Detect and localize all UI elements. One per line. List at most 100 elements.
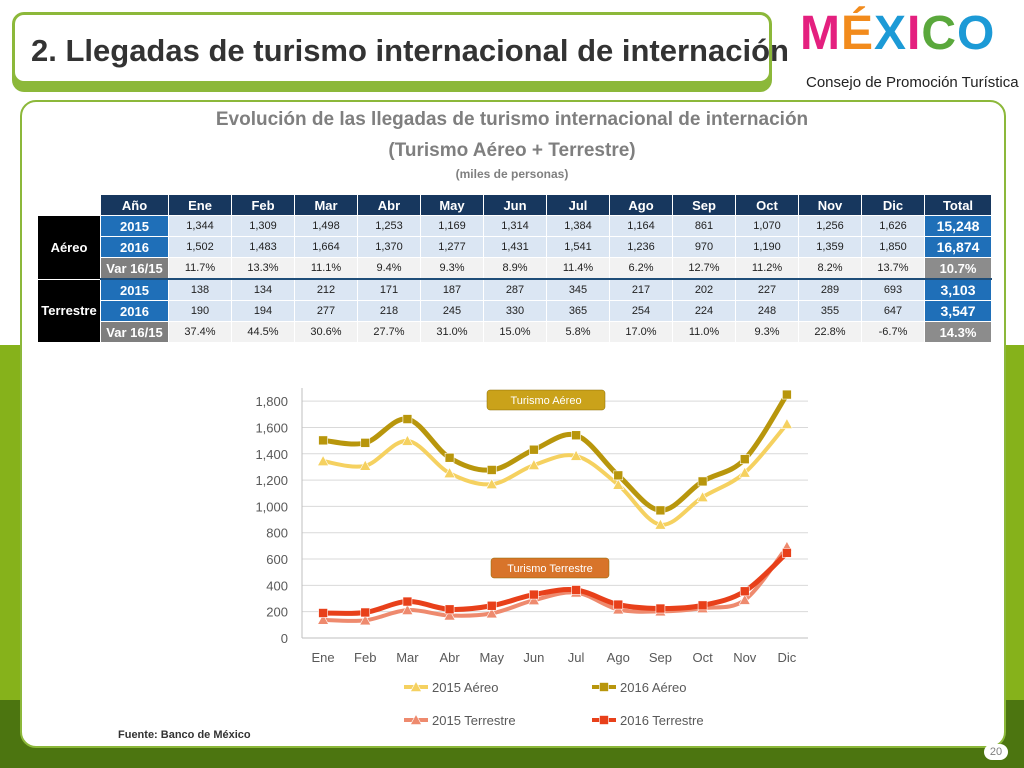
page-number: 20 [984,744,1008,760]
table-cell: 224 [672,300,736,322]
annotation-aereo: Turismo Aéreo [510,395,581,407]
table-body: Aéreo 2015 1,344 1,309 1,498 1,253 1,169 1,314 1… [37,215,992,343]
table-cell: 1,431 [483,236,547,258]
table-header-cell: Ene [168,194,232,216]
data-point [739,586,750,597]
data-point [529,444,539,455]
annotation-terrestre: Turismo Terrestre [507,563,593,575]
table-cell: 31.0% [420,321,484,343]
data-point [571,430,581,441]
table-header-cell: Mar [294,194,358,216]
table-cell: 1,502 [168,236,232,258]
series-line [320,392,790,513]
y-tick-label: 200 [266,605,288,620]
data-point [486,465,497,475]
row-label: 2015 [100,278,169,301]
table-row: Var 16/15 37.4% 44.5% 30.6% 27.7% 31.0% 15.0% 5… [38,321,992,343]
table-cell: 1,626 [861,215,925,237]
y-tick-label: 1,000 [255,499,288,514]
table-cell: 11.0% [672,321,736,343]
row-label: 2016 [100,236,169,258]
table-cell: 30.6% [294,321,358,343]
total-cell: 14.3% [924,321,992,343]
table-cell: 1,483 [231,236,295,258]
table-cell: 5.8% [546,321,610,343]
slide-title-box: 2. Llegadas de turismo internacional de … [12,12,789,84]
table-header-cell: Ago [609,194,673,216]
table-cell: 217 [609,278,673,301]
arrivals-table: Año Ene Feb Mar Abr May Jun Jul Ago Sep … [37,194,992,343]
table-cell: 190 [168,300,232,322]
logo-wordmark: MÉXICO [800,7,996,60]
legend-label: 2016 Terrestre [620,713,704,728]
y-tick-label: 800 [266,526,288,541]
table-cell: 1,309 [231,215,295,237]
table-cell: 1,253 [357,215,421,237]
table-cell: 330 [483,300,547,322]
table-cell: 1,384 [546,215,610,237]
table-cell: 218 [357,300,421,322]
data-point [529,589,539,600]
table-cell: 1,169 [420,215,484,237]
table-cell: 8.2% [798,257,862,280]
table-cell: 287 [483,278,547,301]
table-cell: 187 [420,278,484,301]
legend-marker [599,682,609,692]
table-cell: 248 [735,300,799,322]
table-cell: 1,370 [357,236,421,258]
table-cell: 11.7% [168,257,232,280]
logo-subtitle: Consejo de Promoción Turística [806,74,1019,91]
table-cell: 17.0% [609,321,673,343]
table-cell: 277 [294,300,358,322]
total-cell: 16,874 [924,236,992,258]
x-tick-label: Abr [439,650,460,665]
y-tick-label: 400 [266,578,288,593]
table-cell: 134 [231,278,295,301]
table-header-cell: Abr [357,194,421,216]
table-cell: 1,850 [861,236,925,258]
table-header-cell: May [420,194,484,216]
legend-marker [599,715,609,725]
table-cell: -6.7% [861,321,925,343]
table-cell: 1,277 [420,236,484,258]
table-header-cell: Feb [231,194,295,216]
data-point [318,435,328,446]
table-cell: 37.4% [168,321,232,343]
data-point [527,458,540,470]
table-cell: 11.4% [546,257,610,280]
x-tick-label: Dic [778,650,797,665]
table-cell: 365 [546,300,610,322]
table-cell: 1,344 [168,215,232,237]
table-cell: 9.3% [735,321,799,343]
table-cell: 254 [609,300,673,322]
data-point [613,599,624,610]
data-point [485,478,498,489]
y-tick-label: 0 [281,631,288,646]
table-header-cell: Año [100,194,169,216]
x-tick-label: Sep [649,650,672,665]
data-point [360,607,371,618]
data-point [402,596,413,607]
heading-line-1: Evolución de las llegadas de turismo int… [215,109,809,130]
table-cell: 13.7% [861,257,925,280]
total-cell: 15,248 [924,215,992,237]
table-header-row: Año Ene Feb Mar Abr May Jun Jul Ago Sep … [38,194,992,216]
data-point [443,609,456,621]
annotation-terrestre-box [490,557,610,579]
total-cell: 10.7% [924,257,992,280]
legend-label: 2015 Aéreo [432,680,499,695]
table-cell: 8.9% [483,257,547,280]
table-cell: 345 [546,278,610,301]
table-cell: 1,664 [294,236,358,258]
table-cell: 647 [861,300,925,322]
x-tick-label: Oct [692,650,713,665]
table-cell: 9.3% [420,257,484,280]
row-label: 2015 [100,215,169,237]
table-header-cell: Total [924,194,992,216]
table-cell: 194 [231,300,295,322]
table-cell: 1,256 [798,215,862,237]
table-cell: 11.2% [735,257,799,280]
data-point [697,476,708,487]
data-point [612,478,625,490]
table-cell: 138 [168,278,232,301]
